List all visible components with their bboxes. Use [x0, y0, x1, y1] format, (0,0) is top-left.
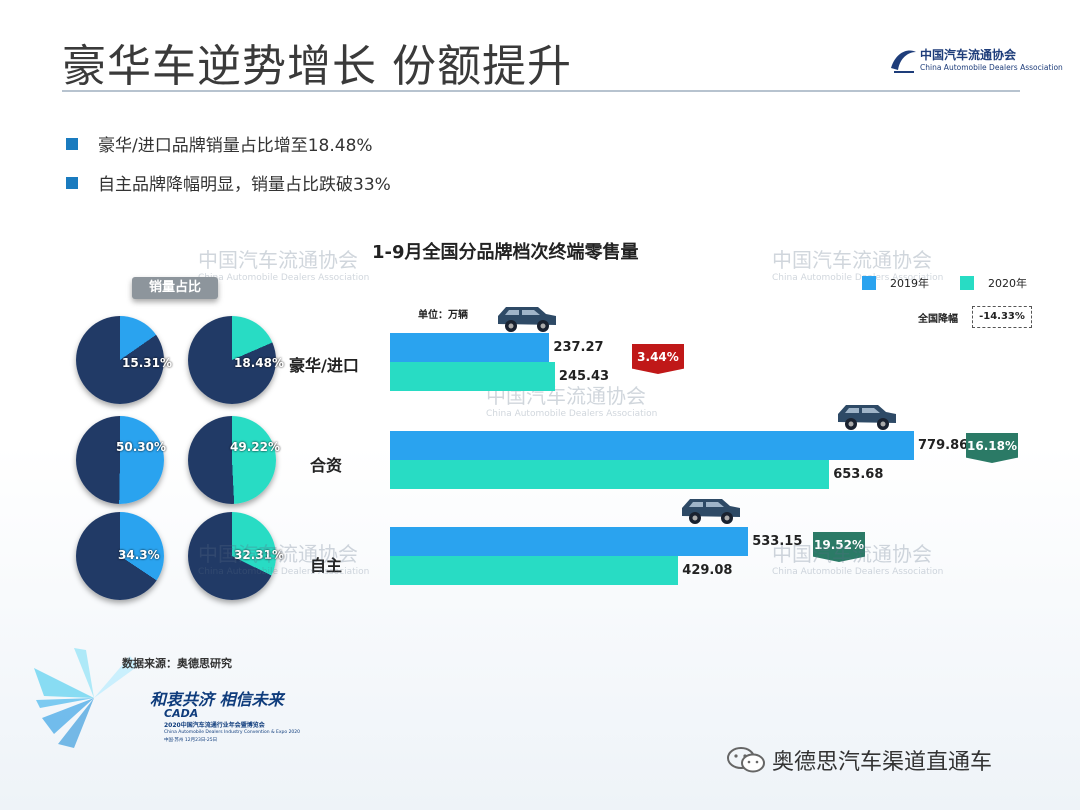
national-decline-value: -14.33%	[972, 306, 1032, 328]
footer-brand: CADA	[164, 707, 199, 720]
national-decline: 全国降幅 -14.33%	[914, 306, 1032, 328]
legend-swatch	[862, 276, 876, 290]
bar-2020年-1	[390, 460, 830, 489]
bar-2019年-0	[390, 333, 550, 362]
bar-value-label: 245.43	[558, 369, 610, 384]
bullet-square-icon	[66, 138, 78, 150]
org-logo: 中国汽车流通协会 China Automobile Dealers Associ…	[888, 44, 1063, 80]
bullet-text: 豪华/进口品牌销量占比增至18.48%	[98, 136, 373, 156]
wechat-icon	[727, 747, 765, 773]
bar-2019年-1	[390, 431, 914, 460]
title-divider	[62, 90, 1020, 92]
footer-expo-en: China Automobile Dealers Industry Conven…	[164, 730, 301, 735]
chart-title: 1-9月全国分品牌档次终端零售量	[372, 242, 639, 263]
pie-label: 34.3%	[118, 548, 160, 562]
footer-expo-cn: 2020中国汽车流通行业年会暨博览会	[164, 722, 265, 729]
legend-swatch	[960, 276, 974, 290]
pie-label: 18.48%	[234, 356, 284, 370]
pie-label: 15.31%	[122, 356, 172, 370]
bar-value-label: 533.15	[752, 534, 803, 549]
bar-value-label: 653.68	[833, 467, 884, 482]
suv-car-icon	[682, 499, 740, 524]
pie-2020-jv	[188, 416, 276, 504]
pie-2020-domestic	[188, 512, 276, 600]
burst-logo-icon	[34, 648, 138, 748]
bar-value-label: 237.27	[553, 340, 604, 355]
pie-label: 32.31%	[234, 548, 284, 562]
bullet-text: 自主品牌降幅明显，销量占比跌破33%	[98, 175, 391, 195]
footer-expo-date: 中国·苏州 12月23日-25日	[164, 738, 218, 743]
legend-item-2019: 2019年	[862, 275, 929, 291]
page-title: 豪华车逆势增长 份额提升	[62, 41, 572, 92]
pie-2019-jv	[76, 416, 164, 504]
wechat-account: 奥德思汽车渠道直通车	[726, 744, 992, 776]
growth-badge: 19.52%	[813, 532, 865, 562]
growth-badge: 16.18%	[966, 433, 1018, 463]
national-decline-label: 全国降幅	[918, 314, 958, 325]
org-name-en: China Automobile Dealers Association	[920, 63, 1063, 72]
org-logo-icon	[891, 50, 916, 73]
bullet-square-icon	[66, 177, 78, 189]
bullet-item: 豪华/进口品牌销量占比增至18.48%	[66, 131, 373, 156]
footer-slogan: 和衷共济 相信未来	[150, 690, 284, 709]
pie-label: 49.22%	[230, 440, 280, 454]
data-source: 数据来源：奥德思研究	[122, 657, 232, 670]
unit-label: 单位：万辆	[418, 310, 468, 321]
wechat-account-name: 奥德思汽车渠道直通车	[772, 750, 993, 775]
bar-2020年-2	[390, 556, 679, 585]
org-name-cn: 中国汽车流通协会	[920, 48, 1017, 62]
legend-label: 2020年	[988, 277, 1027, 290]
bullet-item: 自主品牌降幅明显，销量占比跌破33%	[66, 170, 391, 195]
category-label: 合资	[310, 456, 343, 475]
growth-badge: 3.44%	[632, 344, 684, 374]
suv-car-icon	[498, 307, 556, 332]
pie-2019-domestic	[76, 512, 164, 600]
share-tab: 销量占比	[132, 277, 218, 299]
pie-2019-luxury	[76, 316, 164, 404]
pie-label: 50.30%	[116, 440, 166, 454]
bar-value-label: 779.86	[918, 438, 969, 453]
category-label: 豪华/进口	[289, 356, 359, 375]
legend-label: 2019年	[890, 277, 929, 290]
category-label: 自主	[310, 556, 343, 575]
suv-car-icon	[838, 405, 896, 430]
bar-value-label: 429.08	[682, 563, 733, 578]
bar-2019年-2	[390, 527, 749, 556]
bar-2020年-0	[390, 362, 555, 391]
legend-item-2020: 2020年	[960, 275, 1027, 291]
pie-2020-luxury	[188, 316, 276, 404]
